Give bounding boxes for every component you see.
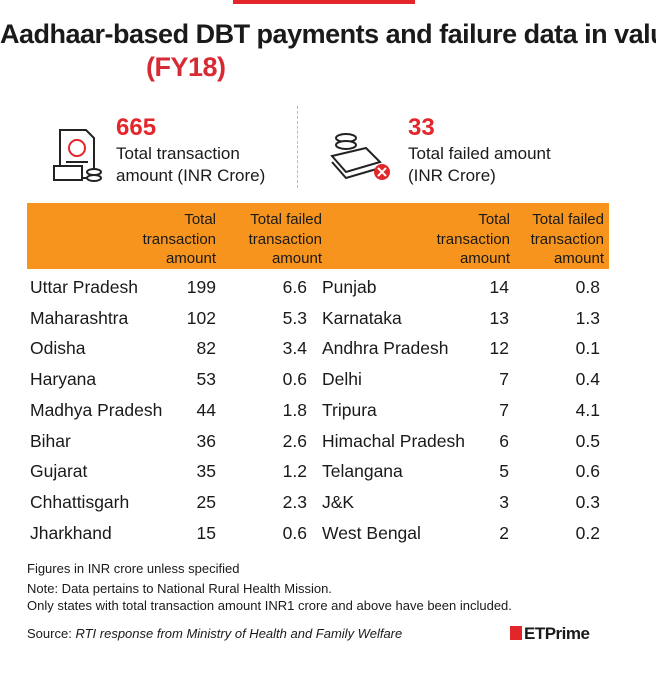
- column-header: Total transaction amount: [142, 211, 216, 267]
- state-name: J&K: [322, 491, 355, 512]
- failed-amount: 0.4: [575, 369, 600, 390]
- total-amount: 15: [196, 522, 216, 543]
- note: Figures in INR crore unless specified: [27, 561, 240, 576]
- failed-amount: 0.2: [575, 522, 600, 543]
- failed-amount: 6.6: [282, 277, 307, 297]
- total-amount: 35: [196, 461, 216, 482]
- state-name: Delhi: [322, 369, 362, 390]
- failed-amount: 1.2: [282, 461, 307, 482]
- total-amount: 82: [196, 338, 216, 359]
- state-name: Bihar: [30, 430, 71, 451]
- state-name: Telangana: [322, 461, 403, 482]
- source-text: RTI response from Ministry of Health and…: [75, 626, 403, 641]
- failed-amount: 3.4: [282, 338, 307, 359]
- logo: ETPrime: [510, 624, 590, 644]
- failed-amount: 5.3: [282, 307, 307, 328]
- state-name: Odisha: [30, 338, 86, 359]
- transaction-icon: [53, 129, 102, 182]
- failed-amount: 0.5: [575, 430, 600, 451]
- state-name: Karnataka: [322, 307, 402, 328]
- stat-label: Total transaction amount (INR Crore): [116, 144, 266, 185]
- failed-amount: 0.6: [282, 522, 307, 543]
- column-header: Total failed transaction amount: [530, 211, 604, 267]
- logo-icon: [510, 626, 522, 640]
- source-label: Source:: [27, 626, 72, 641]
- state-name: Chhattisgarh: [30, 491, 130, 512]
- table-header-band: [27, 203, 609, 269]
- state-name: Tripura: [322, 399, 377, 420]
- stat-value: 33: [408, 114, 435, 141]
- failed-icon: [330, 133, 390, 180]
- total-amount: 44: [196, 399, 216, 420]
- column-header: Total transaction amount: [436, 211, 510, 267]
- state-name: Himachal Pradesh: [322, 430, 465, 451]
- total-amount: 13: [489, 307, 509, 328]
- state-name: Punjab: [322, 277, 377, 297]
- logo-text: ETPrime: [524, 624, 590, 643]
- total-amount: 36: [196, 430, 216, 451]
- total-amount: 199: [186, 277, 216, 297]
- state-name: Jharkhand: [30, 522, 112, 543]
- stat-value: 665: [116, 114, 157, 141]
- failed-amount: 0.8: [575, 277, 600, 297]
- total-amount: 2: [499, 522, 509, 543]
- total-amount: 6: [499, 430, 509, 451]
- total-amount: 53: [196, 369, 216, 390]
- total-amount: 7: [499, 399, 509, 420]
- state-name: Andhra Pradesh: [322, 338, 449, 359]
- column-header: Total failed transaction amount: [248, 211, 322, 267]
- failed-amount: 2.6: [282, 430, 307, 451]
- failed-amount: 0.6: [282, 369, 307, 390]
- failed-amount: 0.6: [575, 461, 600, 482]
- divider: [297, 106, 298, 188]
- total-amount: 14: [489, 277, 509, 297]
- failed-amount: 4.1: [575, 399, 600, 420]
- note: Only states with total transaction amoun…: [27, 598, 512, 613]
- total-amount: 25: [196, 491, 216, 512]
- state-name: Uttar Pradesh: [30, 277, 138, 297]
- failed-amount: 1.8: [282, 399, 307, 420]
- stat-label: Total failed amount (INR Crore): [408, 144, 551, 185]
- total-amount: 102: [186, 307, 216, 328]
- failed-amount: 1.3: [575, 307, 600, 328]
- top-accent: [233, 0, 415, 4]
- title: Aadhaar-based DBT payments and failure d…: [0, 19, 656, 49]
- failed-amount: 0.3: [575, 491, 600, 512]
- failed-amount: 2.3: [282, 491, 307, 512]
- state-name: Gujarat: [30, 461, 88, 482]
- state-name: Haryana: [30, 369, 97, 390]
- total-amount: 5: [499, 461, 509, 482]
- source: Source: RTI response from Ministry of He…: [27, 626, 402, 641]
- total-amount: 3: [499, 491, 509, 512]
- note: Note: Data pertains to National Rural He…: [27, 581, 332, 596]
- total-amount: 7: [499, 369, 509, 390]
- state-name: Madhya Pradesh: [30, 399, 163, 420]
- total-amount: 12: [489, 338, 509, 359]
- state-name: Maharashtra: [30, 307, 129, 328]
- state-name: West Bengal: [322, 522, 421, 543]
- title-highlight: (FY18): [146, 52, 226, 82]
- failed-amount: 0.1: [575, 338, 600, 359]
